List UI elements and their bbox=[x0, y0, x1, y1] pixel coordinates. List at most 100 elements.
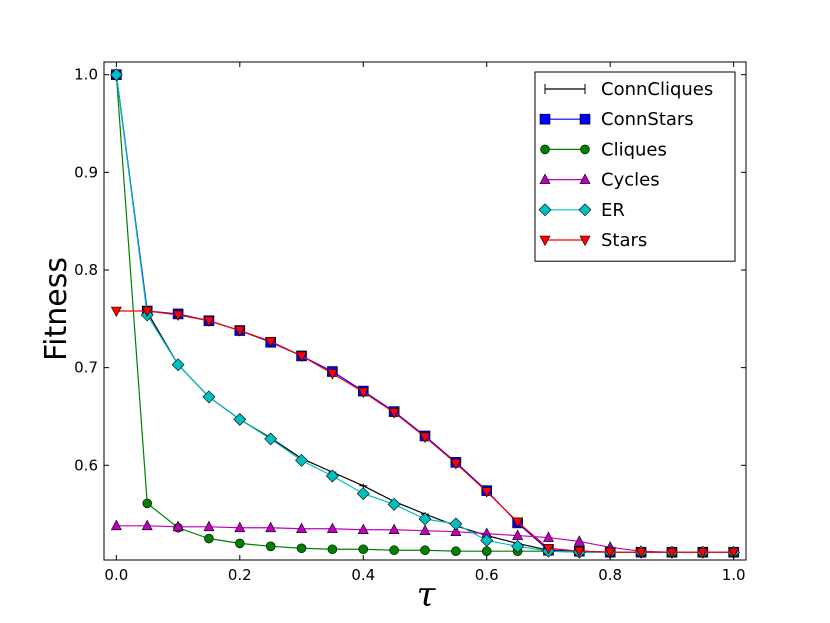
data-point-stars bbox=[728, 547, 740, 559]
y-tick-label: 0.9 bbox=[74, 163, 98, 181]
x-tick-label: 0.2 bbox=[228, 566, 252, 584]
legend-marker bbox=[579, 113, 591, 125]
data-point-stars bbox=[326, 369, 338, 380]
data-point-stars bbox=[481, 487, 493, 498]
x-axis-label: τ bbox=[417, 575, 437, 615]
data-point-er bbox=[109, 68, 123, 82]
data-point-cliques bbox=[296, 543, 307, 554]
x-tick-label: 0.0 bbox=[104, 566, 128, 584]
data-point-er bbox=[387, 497, 401, 511]
series-stars bbox=[110, 306, 740, 559]
x-tick-label: 1.0 bbox=[722, 566, 746, 584]
data-point-stars bbox=[265, 336, 277, 348]
data-point-cliques bbox=[327, 544, 338, 555]
data-point-stars bbox=[666, 547, 678, 559]
legend-box bbox=[534, 71, 736, 262]
legend-item-stars: Stars bbox=[539, 230, 647, 251]
data-point-cliques bbox=[235, 538, 245, 549]
data-point-cycles bbox=[265, 521, 277, 533]
plot-frame bbox=[103, 61, 747, 561]
data-point-stars bbox=[450, 459, 462, 470]
data-point-stars bbox=[388, 408, 400, 419]
legend-item-cliques: Cliques bbox=[540, 139, 667, 160]
data-point-stars bbox=[542, 543, 554, 555]
data-point-er bbox=[325, 469, 339, 483]
data-point-stars bbox=[573, 546, 585, 558]
data-point-er bbox=[449, 517, 463, 531]
axis-ticks: 0.0 0.2 0.4 0.6 0.8 1.0 0.6 0.7 0.8 0.9 1.0 bbox=[74, 62, 746, 584]
data-point-cycles bbox=[357, 523, 369, 535]
data-point-stars bbox=[110, 306, 122, 318]
data-point-stars bbox=[512, 517, 524, 529]
data-point-cliques bbox=[451, 546, 461, 557]
data-point-cliques bbox=[265, 541, 276, 552]
legend-label: Cycles bbox=[601, 170, 660, 191]
data-point-cycles bbox=[326, 522, 338, 534]
x-tick-label: 0.4 bbox=[351, 566, 375, 584]
data-point-cliques bbox=[358, 544, 369, 555]
legend-marker bbox=[580, 144, 590, 155]
data-point-stars bbox=[357, 387, 369, 399]
data-point-er bbox=[295, 453, 308, 467]
data-point-er bbox=[233, 412, 247, 426]
legend-label: ER bbox=[601, 200, 625, 221]
legend-item-cycles: Cycles bbox=[539, 170, 660, 191]
legend-marker bbox=[539, 235, 551, 247]
data-point-cycles bbox=[542, 531, 554, 542]
y-tick-label: 0.8 bbox=[74, 261, 98, 279]
data-point-conncliques bbox=[359, 483, 368, 488]
data-point-er bbox=[511, 539, 525, 553]
data-point-stars bbox=[697, 547, 709, 559]
data-point-cliques bbox=[142, 498, 153, 509]
data-point-cycles bbox=[172, 520, 184, 532]
data-point-stars bbox=[296, 351, 308, 363]
data-point-cycles bbox=[450, 525, 462, 536]
data-point-cliques bbox=[389, 545, 399, 556]
data-point-cycles bbox=[296, 522, 308, 534]
data-point-er bbox=[356, 487, 370, 501]
data-point-stars bbox=[141, 306, 153, 318]
legend-marker bbox=[579, 173, 591, 184]
y-tick-label: 0.6 bbox=[74, 456, 98, 474]
data-point-stars bbox=[419, 432, 431, 444]
data-point-cycles bbox=[388, 523, 400, 535]
y-axis-label: Fitness bbox=[39, 257, 74, 361]
legend-label: Stars bbox=[601, 230, 647, 251]
data-point-stars bbox=[172, 310, 184, 322]
legend-item-connstars: ConnStars bbox=[539, 109, 694, 130]
data-point-cycles bbox=[419, 524, 431, 536]
data-point-er bbox=[202, 390, 216, 404]
legend-marker bbox=[539, 113, 551, 125]
legend-item-conncliques: ConnCliques bbox=[544, 79, 713, 100]
data-point-stars bbox=[234, 326, 246, 337]
legend-label: ConnStars bbox=[601, 109, 694, 130]
y-tick-label: 1.0 bbox=[74, 66, 98, 84]
data-point-cliques bbox=[481, 546, 492, 557]
legend: ConnCliques ConnStars Cliques Cycles ER Stars bbox=[534, 71, 736, 262]
legend-item-er: ER bbox=[538, 200, 625, 221]
data-point-stars bbox=[604, 547, 616, 559]
legend-label: Cliques bbox=[601, 139, 667, 160]
data-point-er bbox=[171, 358, 185, 372]
legend-marker bbox=[539, 173, 551, 184]
data-point-cycles bbox=[234, 521, 246, 533]
data-point-cycles bbox=[203, 520, 215, 532]
data-point-er bbox=[480, 534, 494, 547]
x-tick-label: 0.6 bbox=[475, 566, 499, 584]
legend-marker bbox=[540, 144, 550, 155]
legend-marker bbox=[578, 203, 592, 217]
data-point-cycles bbox=[573, 535, 585, 546]
data-point-cliques bbox=[204, 533, 214, 544]
data-point-cliques bbox=[420, 545, 430, 556]
legend-marker bbox=[538, 203, 552, 217]
data-point-stars bbox=[635, 547, 647, 559]
data-point-er bbox=[264, 432, 278, 446]
data-point-stars bbox=[203, 316, 215, 327]
x-tick-label: 0.8 bbox=[598, 566, 622, 584]
plot-area bbox=[109, 68, 741, 559]
y-tick-label: 0.7 bbox=[74, 359, 98, 377]
data-point-cycles bbox=[512, 529, 524, 540]
data-point-er bbox=[418, 512, 432, 526]
legend-marker bbox=[579, 235, 591, 247]
